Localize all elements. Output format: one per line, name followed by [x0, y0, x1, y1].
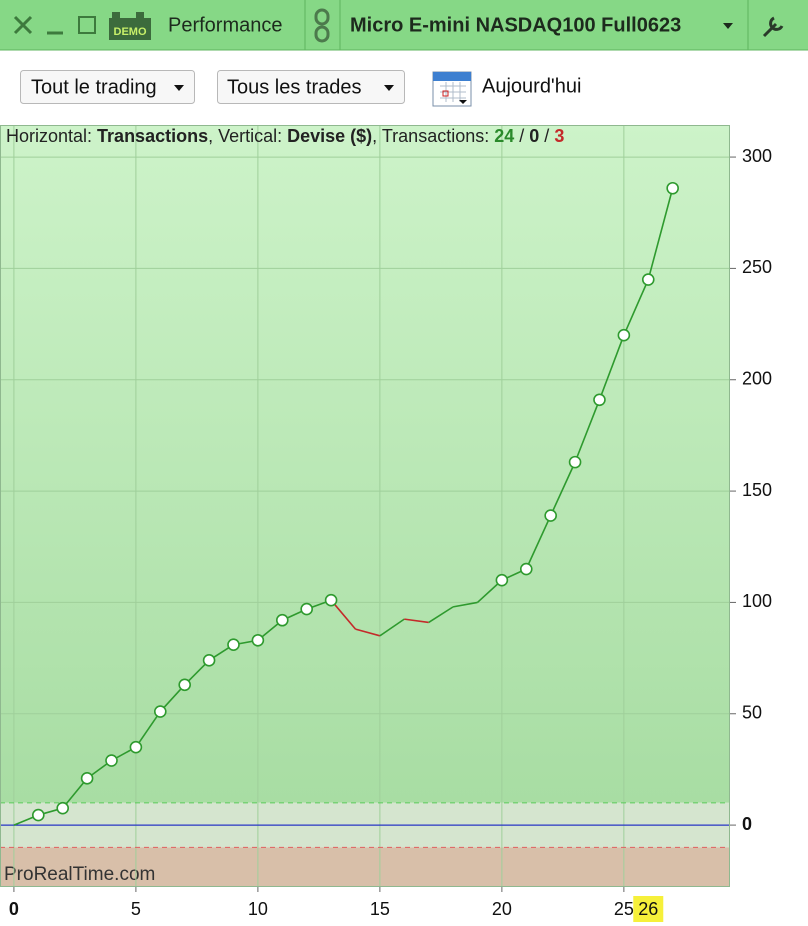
equity-high-point — [544, 509, 557, 522]
equity-high-point — [56, 801, 70, 815]
equity-segment — [549, 461, 576, 516]
instrument-selector[interactable]: Micro E-mini NASDAQ100 Full0623 — [350, 14, 681, 36]
header-label: Horizontal: — [6, 126, 97, 146]
equity-segment — [647, 188, 674, 280]
equity-segment — [330, 599, 357, 630]
settings-icon[interactable] — [762, 16, 784, 38]
separator-text: / — [539, 126, 554, 146]
profit-zone — [0, 125, 730, 803]
equity-high-point — [495, 573, 509, 587]
losers-count: 3 — [554, 126, 564, 146]
equity-high-point — [129, 740, 143, 754]
calendar-icon[interactable] — [432, 71, 472, 107]
y-tick-label: 0 — [742, 814, 752, 834]
link-icon[interactable] — [314, 8, 330, 43]
x-tick-label: 10 — [248, 899, 268, 919]
maximize-icon[interactable] — [78, 16, 96, 34]
equity-segment — [598, 334, 625, 401]
loss-zone — [0, 847, 730, 887]
panel-title[interactable]: Performance — [168, 14, 283, 36]
x-tick-label: 15 — [370, 899, 390, 919]
equity-high-point — [227, 638, 240, 652]
trades-dropdown[interactable] — [217, 70, 405, 104]
dropdown-arrow[interactable] — [174, 85, 184, 91]
equity-high-point — [80, 772, 94, 785]
equity-segment — [135, 711, 161, 748]
header-value: Transactions — [97, 126, 208, 146]
equity-high-point — [275, 613, 289, 627]
x-tick-label: 5 — [131, 899, 141, 919]
close-icon[interactable] — [13, 15, 33, 35]
equity-segment — [355, 628, 381, 637]
neutral-count: 0 — [529, 126, 539, 146]
cursor-label: 26 — [638, 899, 658, 919]
equity-high-point — [666, 181, 679, 195]
equity-high-point — [300, 602, 313, 616]
window-controls[interactable] — [13, 15, 96, 35]
equity-segment — [404, 618, 429, 624]
y-tick-label: 50 — [742, 703, 762, 723]
equity-high-point — [617, 328, 631, 342]
equity-high-point — [251, 633, 265, 647]
y-tick-label: 250 — [742, 257, 772, 277]
equity-high-point — [641, 273, 655, 286]
equity-high-point — [519, 562, 533, 576]
y-tick-label: 100 — [742, 591, 772, 611]
equity-high-point — [324, 593, 338, 607]
winners-count: 24 — [494, 126, 514, 146]
x-tick-label: 20 — [492, 899, 512, 919]
separator-text: / — [514, 126, 529, 146]
scope-dropdown[interactable] — [20, 70, 195, 104]
equity-high-point — [178, 678, 191, 692]
trades-label[interactable]: Tous les trades — [227, 76, 362, 98]
equity-segment — [452, 601, 478, 608]
equity-high-point — [153, 705, 167, 718]
demo-text: DEMO — [114, 26, 147, 38]
header-label: , Vertical: — [208, 126, 287, 146]
equity-segment — [623, 279, 649, 336]
x-tick-label: 0 — [9, 899, 19, 919]
equity-segment — [574, 399, 601, 463]
equity-high-point — [202, 654, 216, 667]
dropdown-arrow[interactable] — [723, 23, 733, 29]
demo-icon-part — [112, 12, 120, 20]
period-label[interactable]: Aujourd'hui — [482, 75, 581, 97]
equity-high-point — [593, 393, 606, 407]
equity-high-point — [568, 455, 582, 469]
y-tick-label: 200 — [742, 368, 772, 388]
equity-high-point — [105, 754, 118, 767]
equity-segment — [525, 515, 552, 570]
dropdown-arrow[interactable] — [384, 85, 394, 91]
equity-segment — [428, 606, 454, 624]
header-value: Devise ($) — [287, 126, 372, 146]
cursor-highlight — [633, 896, 664, 922]
plot-border — [0, 125, 730, 887]
x-tick-label: 25 — [614, 899, 634, 919]
equity-segment — [379, 618, 405, 637]
demo-badge — [109, 18, 151, 40]
y-tick-label: 300 — [742, 146, 772, 166]
scope-label[interactable]: Tout le trading — [31, 76, 157, 98]
equity-high-point — [32, 808, 45, 822]
header-label: , Transactions: — [372, 126, 494, 146]
equity-segment — [62, 777, 88, 809]
y-tick-label: 150 — [742, 480, 772, 500]
chart-header: Horizontal: Transactions, Vertical: Devi… — [6, 126, 564, 146]
demo-icon-part — [136, 12, 144, 20]
watermark: ProRealTime.com — [4, 864, 155, 885]
